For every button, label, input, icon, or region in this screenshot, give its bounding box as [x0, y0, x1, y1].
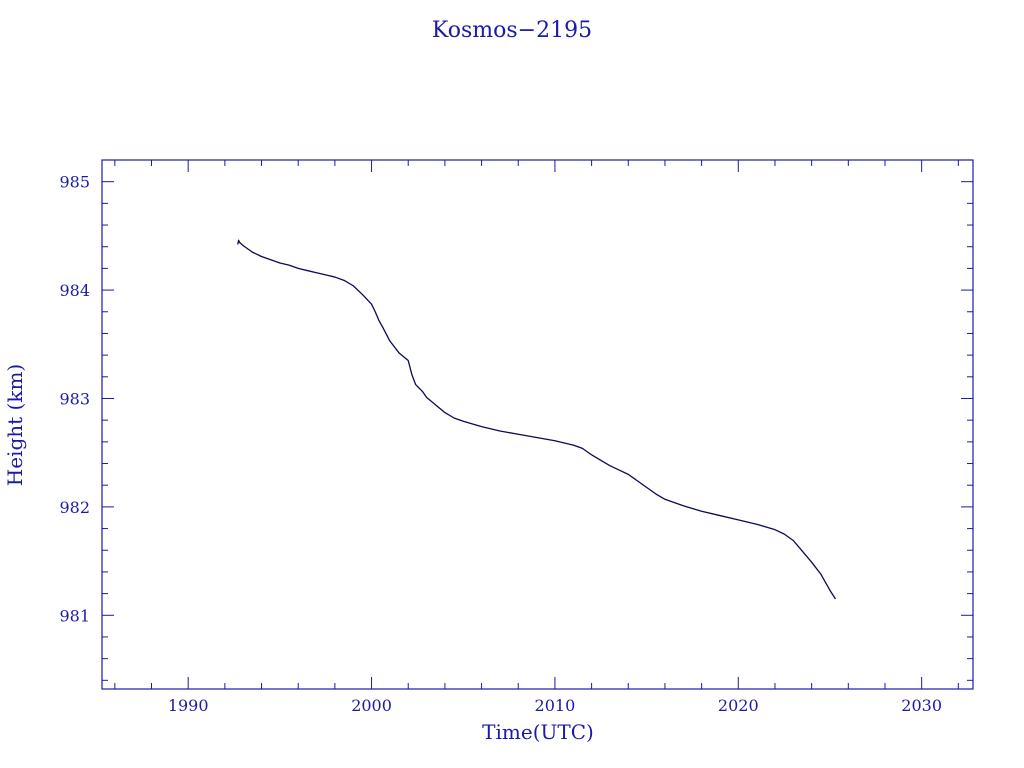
y-axis-label: Height (km): [3, 364, 27, 486]
x-tick-label: 1990: [168, 696, 209, 715]
height-series-line: [237, 239, 837, 600]
y-tick-label: 985: [59, 173, 90, 192]
y-tick-label: 984: [59, 281, 90, 300]
tick-labels: 1990 2000 2010 2020 2030 981 982 983 984 985: [59, 173, 942, 715]
plot-area: [101, 159, 974, 690]
y-tick-label: 983: [59, 389, 90, 408]
x-tick-label: 2010: [535, 696, 576, 715]
axis-ticks: [102, 159, 973, 689]
x-tick-label: 2020: [718, 696, 759, 715]
y-tick-label: 981: [59, 606, 90, 625]
x-tick-label: 2030: [901, 696, 942, 715]
x-axis-label: Time(UTC): [482, 720, 594, 744]
series-layer: [237, 239, 837, 600]
x-tick-label: 2000: [351, 696, 392, 715]
y-tick-label: 982: [59, 498, 90, 517]
plot-frame: [101, 159, 974, 690]
chart-title: Kosmos−2195: [432, 18, 592, 43]
